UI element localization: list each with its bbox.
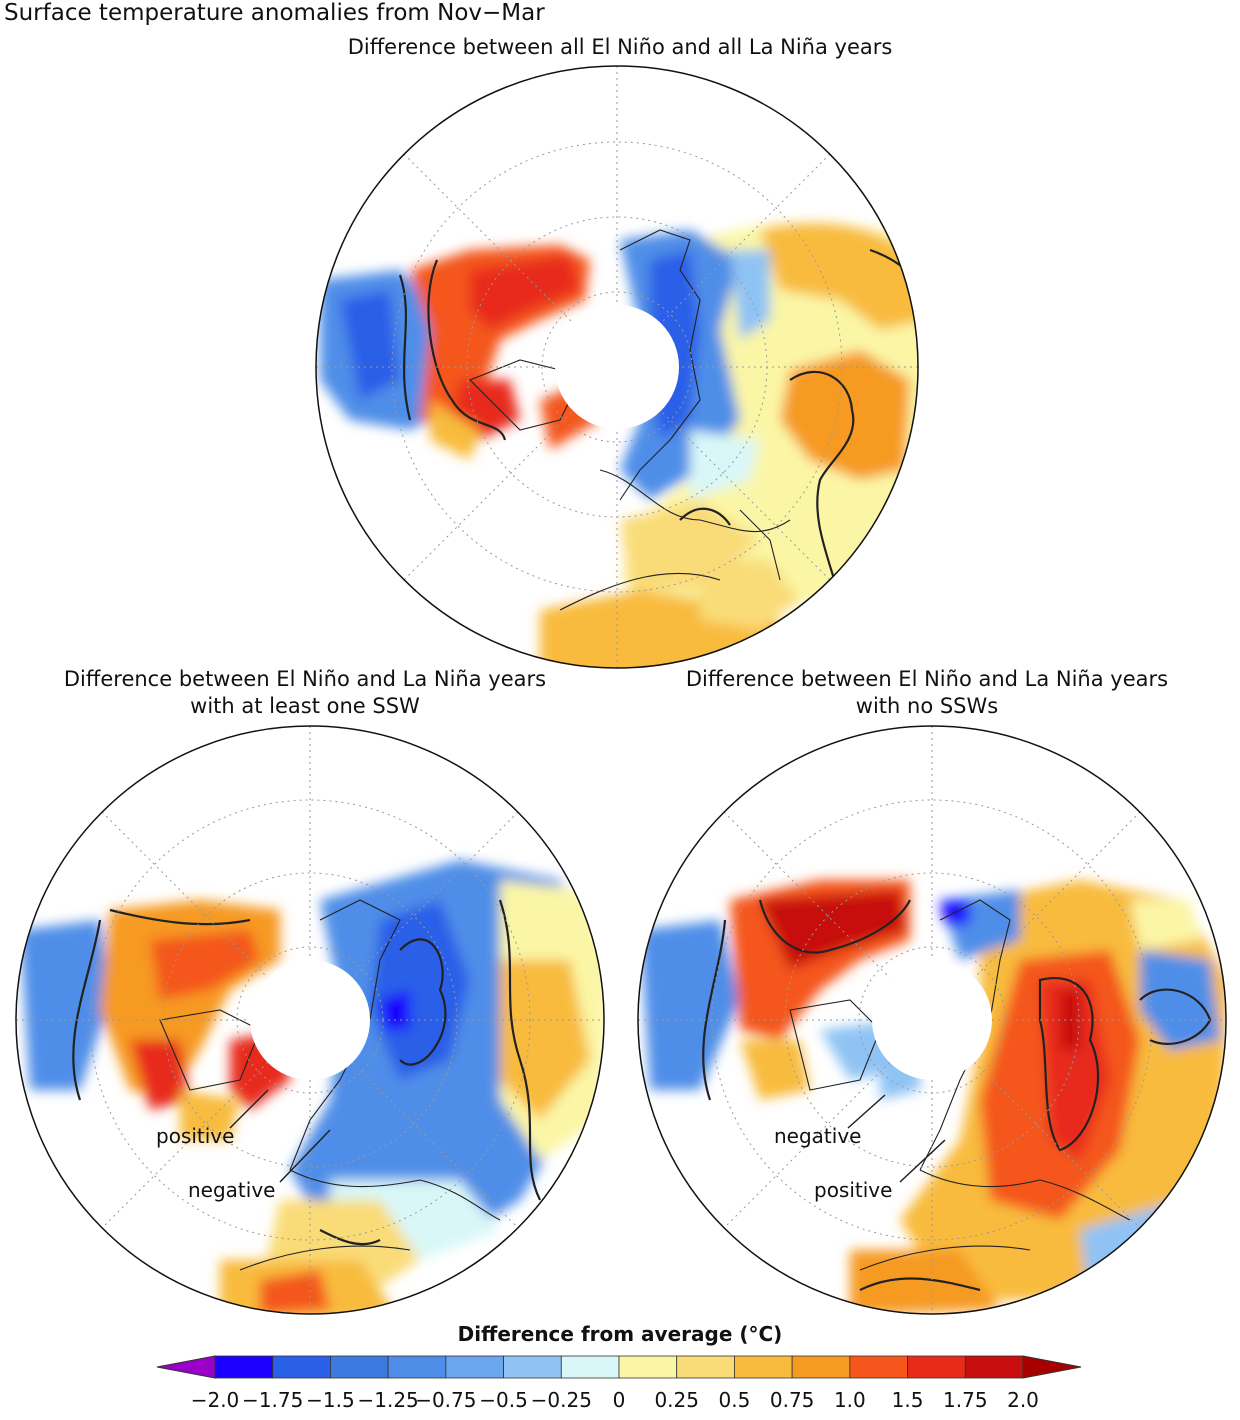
colorbar-swatch (330, 1355, 389, 1379)
callout-negative-nossw: negative (774, 1124, 862, 1148)
map-panel-all (315, 65, 919, 669)
colorbar-tick-label: −1.5 (306, 1388, 355, 1412)
map-panel-ssw (15, 725, 605, 1315)
callout-leader-negative (279, 1129, 331, 1183)
coastlines-ssw (159, 899, 501, 1271)
colorbar-tick-label: −1.75 (242, 1388, 304, 1412)
panel-title-nossw-line2: with no SSWs (855, 694, 999, 718)
colorbar-low-arrow (156, 1355, 216, 1379)
colorbar-tick-label: 1.75 (943, 1388, 988, 1412)
colorbar-tick-label: −0.5 (479, 1388, 528, 1412)
figure-title: Surface temperature anomalies from Nov−M… (4, 0, 545, 26)
colorbar-swatch (676, 1355, 735, 1379)
colorbar-swatch (272, 1355, 331, 1379)
colorbar-tick-label: −0.25 (530, 1388, 592, 1412)
panel-title-all-text: Difference between all El Niño and all L… (347, 35, 893, 59)
colorbar-swatch (503, 1355, 562, 1379)
colorbar-swatch (618, 1355, 678, 1379)
map-panel-nossw (637, 725, 1227, 1315)
callout-positive-ssw: positive (156, 1124, 235, 1148)
colorbar-swatch (849, 1355, 908, 1379)
callout-negative-ssw: negative (188, 1178, 276, 1202)
callout-positive-nossw: positive (814, 1178, 893, 1202)
colorbar-tick-label: −2.0 (190, 1388, 240, 1412)
zero-contours-ssw (72, 899, 541, 1246)
colorbar-tick-label: 2.0 (1007, 1388, 1039, 1412)
callout-leader-positive-2 (899, 1139, 946, 1183)
colorbar-tick-label: −0.75 (415, 1388, 477, 1412)
colorbar-swatch (791, 1355, 851, 1379)
colorbar-tick-label: 0 (612, 1388, 626, 1412)
colorbar-tick-label: 1.0 (833, 1388, 866, 1412)
panel-title-ssw-line1: Difference between El Niño and La Niña y… (63, 667, 547, 691)
callout-leader-negative-2 (847, 1094, 886, 1129)
panel-title-nossw: Difference between El Niño and La Niña y… (652, 666, 1202, 720)
panel-title-all: Difference between all El Niño and all L… (270, 34, 970, 61)
panel-title-ssw: Difference between El Niño and La Niña y… (30, 666, 580, 720)
colorbar-tick-label: −1.25 (357, 1388, 419, 1412)
colorbar-swatch (907, 1355, 966, 1379)
coastlines-nossw (789, 899, 1131, 1271)
panel-title-ssw-line2: with at least one SSW (190, 694, 420, 718)
colorbar-title: Difference from average (°C) (457, 1322, 783, 1346)
colorbar-tick-label: 0.25 (654, 1388, 699, 1412)
colorbar-swatch (445, 1355, 504, 1379)
anomaly-field-all (320, 222, 918, 668)
callout-leader-positive (229, 1089, 269, 1129)
colorbar-swatch (964, 1355, 1024, 1379)
colorbar (156, 1355, 1082, 1379)
colorbar-tick-label: 0.5 (718, 1388, 751, 1412)
zero-contours-nossw (702, 899, 1212, 1292)
colorbar-tick-label: 1.5 (891, 1388, 924, 1412)
colorbar-tick-label: 0.75 (769, 1388, 815, 1412)
colorbar-swatch (560, 1355, 620, 1379)
colorbar-swatch (734, 1355, 793, 1379)
colorbar-high-arrow (1022, 1355, 1082, 1379)
colorbar-swatch (387, 1355, 447, 1379)
colorbar-swatch (214, 1355, 274, 1379)
panel-title-nossw-line1: Difference between El Niño and La Niña y… (685, 667, 1169, 691)
